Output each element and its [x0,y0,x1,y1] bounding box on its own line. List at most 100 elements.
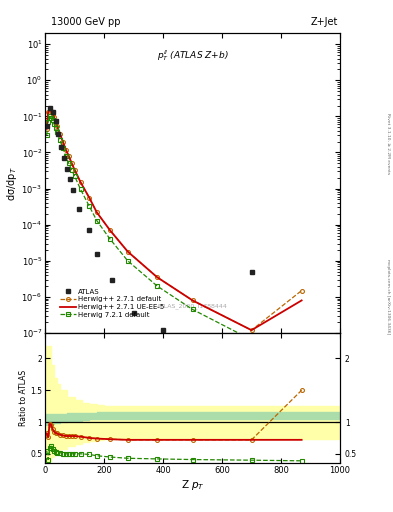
Herwig++ 2.7.1 UE-EE-5 [66,153,71,159]
Herwig++ 2.7.1 UE-EE-5 [55,123,59,129]
Herwig++ 2.7.1 default [78,179,83,185]
Herwig 7.2.1 default [50,117,55,123]
Line: ATLAS: ATLAS [44,105,254,333]
Herwig++ 2.7.1 default [125,248,130,254]
ATLAS [56,131,61,137]
Herwig++ 2.7.1 UE-EE-5 [94,209,99,216]
ATLAS [50,109,55,115]
Herwig++ 2.7.1 default [72,167,77,173]
X-axis label: Z $p_T$: Z $p_T$ [181,478,204,492]
Herwig++ 2.7.1 default [53,118,58,124]
Herwig++ 2.7.1 UE-EE-5 [61,139,65,145]
ATLAS [87,227,92,233]
Herwig++ 2.7.1 default [61,139,65,145]
Herwig++ 2.7.1 default [94,209,99,216]
Herwig 7.2.1 default [108,236,112,242]
Herwig++ 2.7.1 UE-EE-5 [46,109,50,115]
ATLAS [94,251,99,258]
Text: Z+Jet: Z+Jet [310,16,338,27]
Herwig 7.2.1 default [46,119,50,125]
Herwig++ 2.7.1 default [69,160,74,166]
ATLAS [109,276,114,283]
ATLAS [249,269,254,275]
Herwig++ 2.7.1 default [155,274,160,281]
Herwig 7.2.1 default [53,125,58,131]
Herwig++ 2.7.1 default [249,327,254,333]
ATLAS [44,123,49,129]
Text: Rivet 3.1.10, ≥ 2.2M events: Rivet 3.1.10, ≥ 2.2M events [386,113,390,174]
Text: $p_T^{ll}$ (ATLAS Z+b): $p_T^{ll}$ (ATLAS Z+b) [157,48,228,63]
Text: ATLAS_2020_I1788444: ATLAS_2020_I1788444 [157,304,228,309]
Herwig 7.2.1 default [58,137,62,143]
Herwig 7.2.1 default [78,186,83,193]
Herwig 7.2.1 default [249,337,254,343]
Legend: ATLAS, Herwig++ 2.7.1 default, Herwig++ 2.7.1 UE-EE-5, Herwig 7.2.1 default: ATLAS, Herwig++ 2.7.1 default, Herwig++ … [57,286,167,321]
Herwig++ 2.7.1 default [50,111,55,117]
Line: Herwig 7.2.1 default: Herwig 7.2.1 default [45,114,303,373]
ATLAS [161,327,165,333]
Y-axis label: dσ/dp$_T$: dσ/dp$_T$ [5,166,18,201]
Herwig 7.2.1 default [55,129,59,135]
Herwig++ 2.7.1 UE-EE-5 [78,179,83,185]
Herwig++ 2.7.1 UE-EE-5 [249,327,254,333]
Herwig++ 2.7.1 UE-EE-5 [87,195,92,201]
Herwig 7.2.1 default [125,258,130,264]
Herwig++ 2.7.1 UE-EE-5 [125,248,130,254]
ATLAS [62,155,67,161]
Herwig 7.2.1 default [69,167,74,173]
Herwig++ 2.7.1 UE-EE-5 [53,118,58,124]
Herwig++ 2.7.1 UE-EE-5 [299,297,304,304]
Herwig 7.2.1 default [66,160,71,166]
ATLAS [131,310,136,316]
Herwig 7.2.1 default [72,173,77,179]
Herwig++ 2.7.1 default [47,105,52,112]
Herwig 7.2.1 default [44,132,49,138]
Herwig++ 2.7.1 UE-EE-5 [49,108,53,114]
Herwig++ 2.7.1 default [66,153,71,159]
Herwig 7.2.1 default [49,115,53,121]
Herwig++ 2.7.1 default [52,114,57,120]
Line: Herwig++ 2.7.1 default: Herwig++ 2.7.1 default [45,106,303,332]
Herwig++ 2.7.1 UE-EE-5 [72,167,77,173]
Herwig 7.2.1 default [190,306,195,312]
Herwig++ 2.7.1 default [299,288,304,294]
Y-axis label: Ratio to ATLAS: Ratio to ATLAS [18,370,28,426]
Herwig 7.2.1 default [61,145,65,152]
Herwig++ 2.7.1 default [46,109,50,115]
Herwig 7.2.1 default [94,218,99,224]
Herwig 7.2.1 default [47,113,52,119]
ATLAS [47,105,52,111]
Herwig++ 2.7.1 UE-EE-5 [50,111,55,117]
Herwig++ 2.7.1 UE-EE-5 [58,131,62,137]
Herwig++ 2.7.1 default [190,297,195,304]
Herwig++ 2.7.1 UE-EE-5 [47,105,52,112]
Herwig 7.2.1 default [64,153,68,159]
Herwig++ 2.7.1 UE-EE-5 [44,126,49,132]
Text: mcplots.cern.ch [arXiv:1306.3436]: mcplots.cern.ch [arXiv:1306.3436] [386,260,390,334]
Text: 13000 GeV pp: 13000 GeV pp [51,16,121,27]
ATLAS [53,118,58,124]
Herwig++ 2.7.1 UE-EE-5 [155,274,160,281]
Herwig++ 2.7.1 default [87,195,92,201]
ATLAS [77,205,81,211]
Herwig++ 2.7.1 default [55,123,59,129]
Herwig 7.2.1 default [87,203,92,209]
Herwig 7.2.1 default [299,368,304,374]
ATLAS [68,176,73,182]
ATLAS [59,144,64,151]
Herwig++ 2.7.1 default [58,131,62,137]
ATLAS [71,187,75,194]
Herwig++ 2.7.1 UE-EE-5 [64,146,68,153]
Herwig++ 2.7.1 UE-EE-5 [52,114,57,120]
ATLAS [65,166,70,172]
Herwig++ 2.7.1 UE-EE-5 [108,227,112,233]
Herwig 7.2.1 default [155,283,160,289]
Line: Herwig++ 2.7.1 UE-EE-5: Herwig++ 2.7.1 UE-EE-5 [47,109,302,330]
Herwig++ 2.7.1 default [44,126,49,132]
Herwig++ 2.7.1 default [64,146,68,153]
Herwig 7.2.1 default [52,121,57,127]
Herwig++ 2.7.1 UE-EE-5 [190,297,195,304]
Herwig++ 2.7.1 default [108,227,112,233]
Herwig++ 2.7.1 UE-EE-5 [69,160,74,166]
Herwig++ 2.7.1 default [49,108,53,114]
